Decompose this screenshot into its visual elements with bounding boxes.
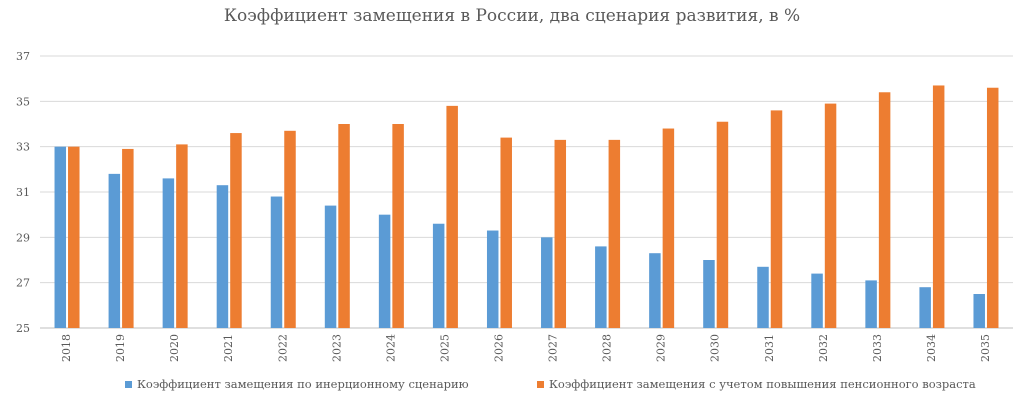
x-axis-ticks: 2018 2019 2020 2021 2022 2023 2024 2025 2026 2027… bbox=[60, 334, 992, 362]
bar-retirement-age-2035[interactable] bbox=[986, 87, 999, 328]
bar-inertial-2020[interactable] bbox=[162, 178, 175, 328]
bar-inertial-2018[interactable] bbox=[54, 146, 67, 328]
x-tick-label: 2020 bbox=[168, 334, 181, 362]
bar-retirement-age-2027[interactable] bbox=[554, 139, 567, 328]
y-tick-label: 27 bbox=[16, 277, 30, 290]
y-tick-label: 29 bbox=[16, 231, 30, 244]
bar-inertial-2033[interactable] bbox=[865, 280, 877, 328]
bar-inertial-2023[interactable] bbox=[324, 205, 337, 328]
bar-inertial-2026[interactable] bbox=[486, 230, 499, 328]
legend-label-inertial: Коэффициент замещения по инерционному сц… bbox=[137, 377, 469, 391]
bar-retirement-age-2023[interactable] bbox=[338, 124, 350, 328]
x-tick-label: 2019 bbox=[114, 334, 127, 362]
bar-retirement-age-2018[interactable] bbox=[68, 146, 80, 328]
bar-inertial-2024[interactable] bbox=[378, 214, 391, 328]
bar-inertial-2034[interactable] bbox=[919, 287, 931, 328]
bar-retirement-age-2028[interactable] bbox=[608, 139, 621, 328]
bar-inertial-2031[interactable] bbox=[757, 266, 769, 328]
x-tick-label: 2025 bbox=[438, 334, 451, 362]
x-tick-label: 2028 bbox=[601, 334, 614, 362]
bar-retirement-age-2032[interactable] bbox=[824, 103, 837, 328]
bar-inertial-2022[interactable] bbox=[270, 196, 283, 328]
x-tick-label: 2029 bbox=[655, 334, 668, 362]
bar-retirement-age-2022[interactable] bbox=[284, 130, 296, 328]
x-tick-label: 2033 bbox=[871, 334, 884, 362]
x-tick-label: 2021 bbox=[222, 334, 235, 362]
bar-inertial-2019[interactable] bbox=[108, 173, 121, 328]
y-tick-label: 37 bbox=[16, 50, 30, 63]
legend-item-inertial[interactable]: Коэффициент замещения по инерционному сц… bbox=[125, 377, 469, 391]
bar-inertial-2028[interactable] bbox=[595, 246, 607, 328]
chart-title: Коэффициент замещения в России, два сцен… bbox=[223, 6, 801, 26]
x-tick-label: 2022 bbox=[276, 334, 289, 362]
bar-inertial-2021[interactable] bbox=[216, 185, 229, 328]
x-tick-label: 2027 bbox=[547, 334, 560, 362]
bar-retirement-age-2029[interactable] bbox=[662, 128, 675, 328]
bar-inertial-2027[interactable] bbox=[541, 237, 553, 328]
x-tick-label: 2034 bbox=[925, 334, 938, 362]
y-tick-label: 35 bbox=[16, 95, 30, 108]
x-tick-label: 2035 bbox=[979, 334, 992, 362]
bar-retirement-age-2033[interactable] bbox=[878, 92, 891, 329]
bar-retirement-age-2024[interactable] bbox=[392, 124, 404, 328]
legend-swatch-retirement-age bbox=[537, 380, 544, 388]
gridlines bbox=[40, 55, 1013, 329]
legend-swatch-inertial bbox=[125, 380, 132, 388]
y-tick-label: 33 bbox=[16, 141, 30, 154]
x-tick-label: 2024 bbox=[384, 334, 397, 362]
bar-retirement-age-2026[interactable] bbox=[500, 137, 512, 328]
bar-inertial-2032[interactable] bbox=[811, 273, 823, 328]
bar-inertial-2029[interactable] bbox=[649, 253, 661, 328]
x-tick-label: 2031 bbox=[763, 334, 776, 362]
legend-item-retirement-age[interactable]: Коэффициент замещения с учетом повышения… bbox=[537, 377, 976, 391]
x-tick-label: 2026 bbox=[492, 334, 505, 362]
bar-retirement-age-2031[interactable] bbox=[770, 110, 783, 329]
bar-retirement-age-2034[interactable] bbox=[932, 85, 945, 328]
x-tick-label: 2018 bbox=[60, 334, 73, 362]
x-tick-label: 2023 bbox=[330, 334, 343, 362]
bar-retirement-age-2021[interactable] bbox=[230, 133, 242, 328]
bars bbox=[54, 85, 999, 329]
x-tick-label: 2030 bbox=[709, 334, 722, 362]
bar-retirement-age-2019[interactable] bbox=[122, 148, 134, 328]
bar-inertial-2025[interactable] bbox=[432, 223, 445, 328]
y-tick-label: 25 bbox=[16, 322, 30, 335]
x-tick-label: 2032 bbox=[817, 334, 830, 362]
legend-label-retirement-age: Коэффициент замещения с учетом повышения… bbox=[549, 377, 976, 391]
y-tick-label: 31 bbox=[16, 186, 30, 199]
y-axis-ticks: 25 27 29 31 33 35 37 bbox=[16, 50, 30, 335]
bar-retirement-age-2020[interactable] bbox=[176, 144, 188, 328]
bar-retirement-age-2025[interactable] bbox=[446, 105, 458, 328]
bar-retirement-age-2030[interactable] bbox=[716, 121, 729, 328]
bar-inertial-2035[interactable] bbox=[973, 294, 985, 328]
bar-inertial-2030[interactable] bbox=[703, 260, 715, 328]
